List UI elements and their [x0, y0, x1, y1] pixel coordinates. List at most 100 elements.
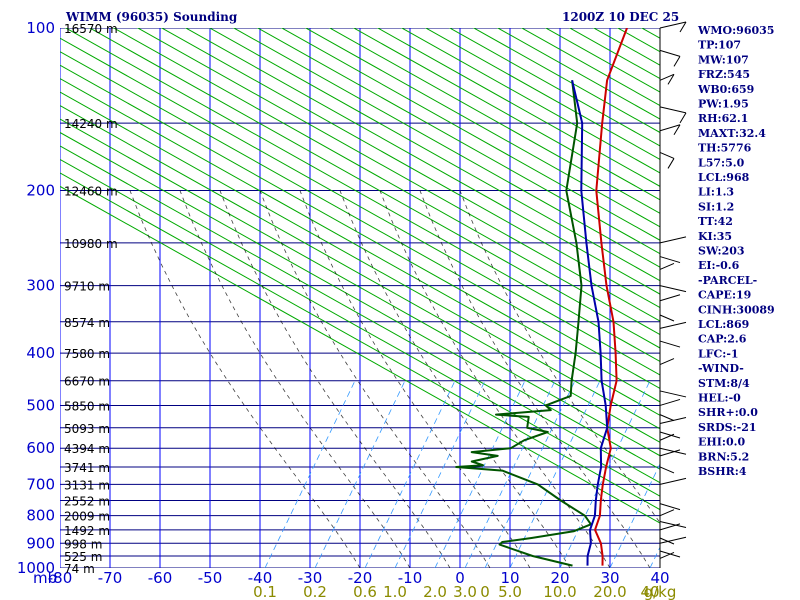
index-line: LCL:968	[698, 171, 750, 184]
index-line: CAP:2.6	[698, 333, 747, 346]
mixing-ratio-tick-label: 5.0	[498, 583, 522, 600]
index-line: TH:5776	[698, 142, 752, 155]
index-line: EI:-0.6	[698, 259, 740, 272]
sounding-traces	[455, 28, 628, 567]
pressure-tick-label: 300	[26, 277, 55, 295]
index-line: SI:1.2	[698, 200, 734, 213]
mixing-ratio-tick-label: 0.6	[353, 583, 377, 600]
dry-adiabat-line	[472, 28, 660, 134]
height-label: 12460 m	[64, 185, 118, 199]
dewpoint-trace	[455, 80, 592, 567]
height-label: 7580 m	[64, 347, 110, 361]
dry-adiabat-line	[208, 28, 660, 282]
parcel-trace	[571, 80, 609, 566]
moist-adiabat-line	[219, 190, 451, 568]
wind-barb	[659, 73, 675, 81]
dry-adiabat-line	[496, 28, 660, 120]
height-label: 6670 m	[64, 375, 110, 389]
temperature-trace	[594, 28, 628, 566]
height-label: 5850 m	[64, 399, 110, 413]
height-label: 14240 m	[64, 117, 118, 131]
dry-adiabat-line	[352, 28, 660, 201]
dry-adiabat-line	[328, 28, 660, 214]
index-line: MW:107	[698, 53, 749, 66]
index-line: STM:8/4	[698, 377, 750, 390]
height-label: 1492 m	[64, 524, 110, 538]
mixing-ratio-line	[509, 380, 601, 568]
dry-adiabat-line	[60, 158, 660, 497]
dry-adiabat-line	[60, 145, 660, 484]
index-line: CAPE:19	[698, 289, 751, 302]
index-line: TP:107	[698, 39, 741, 52]
diagram-grid	[60, 28, 660, 568]
height-label: 2009 m	[64, 510, 110, 524]
dry-adiabat-line	[136, 28, 660, 322]
temperature-tick-label: 40	[650, 569, 669, 587]
wind-barb	[659, 509, 675, 517]
wind-barb	[659, 151, 675, 159]
index-line: EHI:0.0	[698, 436, 745, 449]
dry-adiabat-line	[304, 28, 660, 228]
wind-barb	[659, 466, 675, 474]
pressure-unit-label: mb	[33, 569, 57, 587]
wind-barb	[659, 449, 681, 457]
index-line: LFC:-1	[698, 347, 739, 360]
index-line: -WIND-	[698, 362, 744, 375]
mixing-ratio-tick-label: 20.0	[593, 583, 626, 600]
mixing-ratio-tick-label: 1.0	[383, 583, 407, 600]
wind-barb	[659, 398, 681, 406]
temperature-tick-label: 10	[500, 569, 519, 587]
pressure-tick-label: 100	[26, 19, 55, 37]
dry-adiabat-line	[88, 28, 660, 349]
pressure-tick-label: 500	[26, 396, 55, 414]
mixing-ratio-line	[484, 380, 576, 568]
wind-barb	[659, 256, 681, 264]
dry-adiabat-line	[280, 28, 660, 241]
wind-barb	[659, 520, 687, 528]
wind-barb	[659, 321, 687, 329]
dry-adiabat-line	[60, 104, 660, 443]
mixing-ratio-tick-label: 2.0	[423, 583, 447, 600]
pressure-tick-label: 900	[26, 534, 55, 552]
wind-barb-feather	[679, 112, 687, 124]
wind-barb	[659, 390, 687, 398]
mixing-ratio-tick-label: 10.0	[543, 583, 576, 600]
moist-adiabat-line	[179, 190, 411, 568]
wind-barb	[659, 537, 675, 545]
wind-barb	[659, 294, 681, 302]
dry-adiabat-line	[184, 28, 660, 295]
wind-barb	[659, 536, 687, 544]
height-label: 525 m	[64, 550, 102, 564]
mixing-ratio-line	[609, 463, 660, 568]
wind-barb	[659, 447, 687, 455]
mixing-ratio-tick-label: g/kg	[644, 583, 677, 600]
index-line: BSHR:4	[698, 465, 747, 478]
wind-barb	[659, 551, 675, 559]
height-label: 10980 m	[64, 237, 118, 251]
wind-barb	[659, 433, 675, 441]
index-line: LI:1.3	[698, 186, 734, 199]
wind-barb-feather	[679, 21, 687, 33]
temperature-tick-label: -30	[298, 569, 323, 587]
index-line: L57:5.0	[698, 156, 745, 169]
wind-barb	[659, 314, 675, 322]
temperature-tick-label: 0	[455, 569, 465, 587]
dry-adiabat-line	[448, 28, 660, 147]
height-label: 5093 m	[64, 422, 110, 436]
wind-barb	[659, 417, 687, 424]
index-line: -PARCEL-	[698, 274, 757, 287]
dry-adiabat-line	[60, 37, 660, 376]
mixing-ratio-tick-label: 0.1	[253, 583, 277, 600]
dry-adiabat-line	[60, 185, 660, 524]
wind-barb-feather	[667, 74, 675, 85]
dry-adiabat-line	[60, 51, 660, 389]
moist-adiabat-line	[129, 190, 361, 568]
dry-adiabat-line	[60, 118, 660, 457]
dry-adiabat-line	[232, 28, 660, 268]
index-line: WB0:659	[697, 83, 754, 96]
pressure-tick-label: 1000	[17, 559, 55, 577]
dry-adiabat-line	[112, 28, 660, 336]
temperature-tick-label: -80	[48, 569, 73, 587]
